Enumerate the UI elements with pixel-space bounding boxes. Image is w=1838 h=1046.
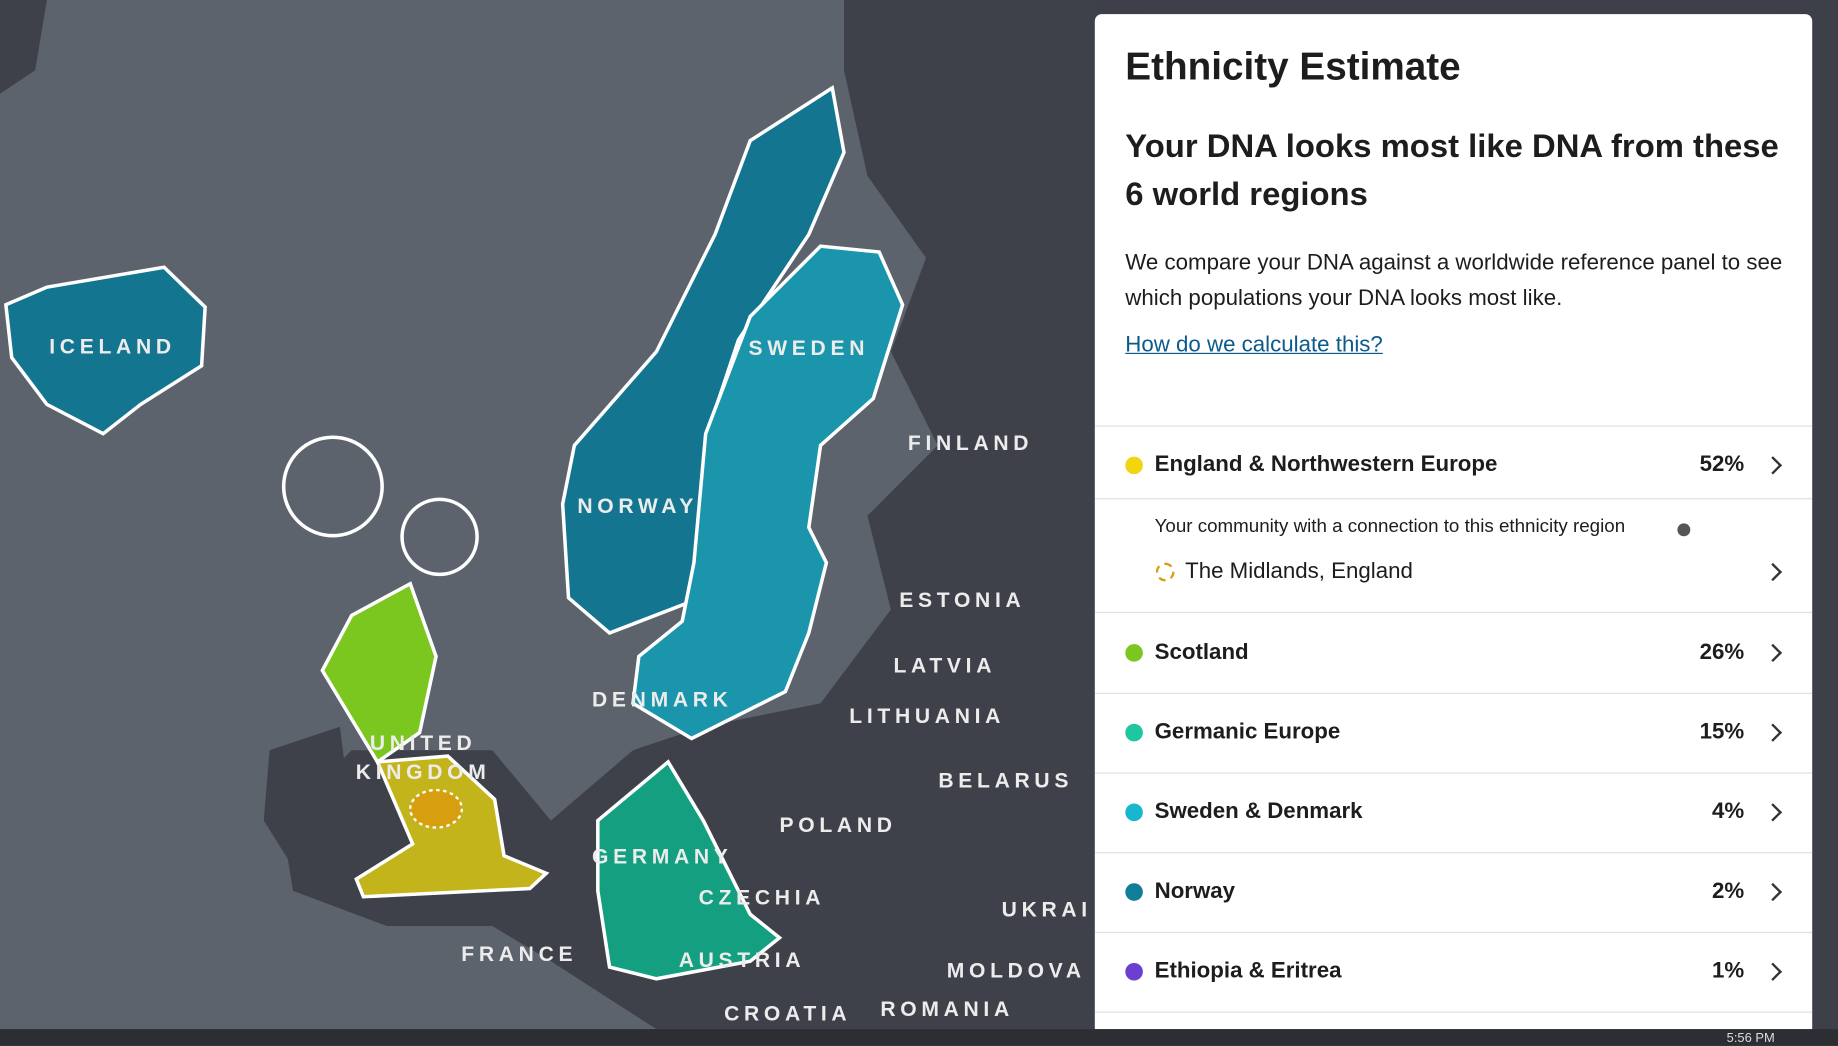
map-label: UNITED — [370, 732, 477, 755]
region-percent: 1% — [1712, 958, 1745, 984]
map-label: KINGDOM — [356, 761, 491, 784]
region-dot — [1125, 456, 1143, 475]
germany-region — [596, 759, 783, 981]
ethnicity-panel: Ethnicity Estimate Your DNA looks most l… — [1094, 14, 1813, 1030]
midlands-region — [409, 788, 464, 829]
sweden-region — [631, 244, 905, 741]
chevron[interactable] — [1763, 562, 1783, 582]
scotland-region — [320, 581, 438, 765]
map-label: GERMANY — [592, 846, 733, 869]
region-percent: 4% — [1712, 799, 1745, 825]
faroe-region — [281, 435, 384, 538]
chevron[interactable] — [1763, 962, 1783, 981]
map-label: ROMANIA — [880, 998, 1014, 1021]
map-label: AUSTRIA — [679, 949, 806, 972]
map-label: MOLDOVA — [947, 959, 1086, 982]
divider — [1094, 692, 1813, 694]
shetland-region — [400, 497, 479, 577]
community-name[interactable]: The Midlands, England — [1185, 559, 1413, 584]
chevron[interactable] — [1763, 723, 1783, 742]
region-dot — [1125, 803, 1143, 822]
community-icon — [1155, 562, 1175, 582]
region-percent: 2% — [1712, 879, 1745, 904]
ireland — [263, 726, 352, 868]
england-region — [354, 754, 550, 899]
region-name[interactable]: Norway — [1154, 879, 1236, 904]
divider — [1094, 498, 1813, 500]
info-icon — [1677, 523, 1691, 537]
community-intro: Your community with a connection to this… — [1154, 516, 1626, 537]
map-label: SWEDEN — [748, 337, 869, 360]
region-dot — [1125, 962, 1143, 981]
divider — [1094, 611, 1813, 614]
chevron[interactable] — [1763, 456, 1783, 475]
chevron[interactable] — [1763, 643, 1783, 663]
divider — [1094, 931, 1813, 934]
norway-region — [560, 85, 846, 636]
divider — [1094, 1011, 1813, 1013]
map-label: UKRAI — [1002, 898, 1092, 921]
map-label: ICELAND — [49, 336, 176, 359]
map-label: ESTONIA — [899, 589, 1025, 612]
iceland-region — [3, 265, 207, 436]
region-percent: 26% — [1699, 640, 1745, 665]
map-label: LATVIA — [893, 655, 996, 678]
map: ICELAND NORWAY SWEDEN FINLAND ESTONIA LATVIA L… — [0, 0, 1095, 1030]
divider — [1094, 425, 1813, 427]
region-percent: 52% — [1699, 452, 1745, 478]
region-name[interactable]: England & Northwestern Europe — [1154, 452, 1498, 478]
map-label: POLAND — [780, 814, 897, 837]
mainland — [281, 0, 1095, 1030]
map-label: CZECHIA — [699, 887, 826, 910]
panel-heading: Your DNA looks most like DNA from these … — [1125, 127, 1779, 213]
region-dot — [1125, 644, 1143, 662]
divider — [1094, 772, 1813, 774]
map-label: BELARUS — [938, 769, 1073, 792]
map-label: FRANCE — [461, 943, 577, 966]
calc-link[interactable]: How do we calculate this? — [1125, 332, 1383, 358]
clock: 5:56 PM — [1726, 1031, 1775, 1046]
region-percent: 15% — [1699, 719, 1745, 745]
panel-title: Ethnicity Estimate — [1125, 44, 1461, 88]
chevron[interactable] — [1763, 882, 1783, 902]
region-name[interactable]: Ethiopia & Eritrea — [1154, 958, 1342, 984]
map-label: CROATIA — [724, 1003, 851, 1026]
chevron[interactable] — [1763, 803, 1783, 822]
taskbar: 5:56 PM — [0, 1029, 1838, 1046]
region-name[interactable]: Germanic Europe — [1154, 719, 1341, 745]
region-name[interactable]: Scotland — [1154, 640, 1249, 665]
map-labels: ICELAND NORWAY SWEDEN FINLAND ESTONIA LATVIA L… — [49, 336, 1092, 1026]
map-label: FINLAND — [908, 432, 1033, 455]
region-dot — [1125, 883, 1143, 901]
greenland — [0, 0, 47, 94]
region-dot — [1125, 723, 1143, 742]
map-label: NORWAY — [577, 495, 698, 518]
panel-description: We compare your DNA against a worldwide … — [1125, 250, 1783, 311]
map-label: LITHUANIA — [849, 705, 1005, 728]
region-name[interactable]: Sweden & Denmark — [1154, 799, 1363, 825]
map-label: DENMARK — [592, 689, 733, 712]
divider — [1094, 852, 1813, 854]
